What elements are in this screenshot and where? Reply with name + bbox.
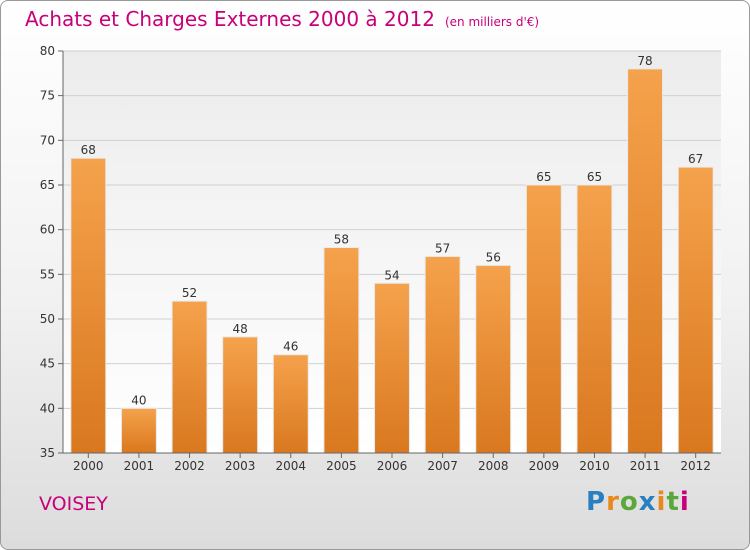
bar	[677, 166, 714, 454]
x-tick-label: 2010	[579, 459, 610, 473]
chart-title-row: Achats et Charges Externes 2000 à 2012 (e…	[25, 7, 539, 31]
bar-value-label: 58	[334, 233, 349, 247]
logo-letter: t	[666, 487, 680, 517]
bar	[171, 300, 208, 454]
bar	[222, 336, 259, 454]
y-tick-label: 55	[40, 267, 55, 281]
x-tick-label: 2002	[174, 459, 205, 473]
commune-name: VOISEY	[39, 493, 108, 515]
y-tick-label: 75	[40, 89, 55, 103]
bar-value-label: 48	[233, 322, 248, 336]
chart-subtitle: (en milliers d'€)	[444, 15, 540, 29]
x-tick-label: 2007	[427, 459, 458, 473]
y-tick-label: 70	[40, 133, 55, 147]
bar-value-label: 56	[486, 250, 501, 264]
y-tick-label: 40	[40, 401, 55, 415]
bar-value-label: 46	[283, 340, 298, 354]
bar	[323, 247, 360, 454]
bar-value-label: 40	[131, 393, 146, 407]
y-tick-label: 35	[40, 446, 55, 460]
x-tick-label: 2004	[275, 459, 306, 473]
logo-letter: P	[586, 487, 607, 517]
bar	[525, 184, 562, 454]
bars: 68 40 52 48 46 58 54 57 56 65 65 78 67	[70, 54, 714, 454]
bar-value-label: 67	[688, 152, 703, 166]
bar	[70, 157, 107, 454]
x-tick-label: 2000	[73, 459, 104, 473]
logo-letter: x	[638, 487, 657, 517]
y-axis: 35 40 45 50 55 60 65 70 75 80	[40, 44, 64, 460]
bar	[627, 68, 664, 454]
bar	[272, 354, 309, 454]
logo-letter: i	[656, 487, 667, 517]
bar-value-label: 52	[182, 286, 197, 300]
logo-letter: o	[619, 487, 639, 517]
chart-title: Achats et Charges Externes 2000 à 2012	[25, 7, 435, 31]
logo-letter: r	[606, 487, 620, 517]
y-tick-label: 65	[40, 178, 55, 192]
x-tick-label: 2005	[326, 459, 357, 473]
y-tick-label: 50	[40, 312, 55, 326]
y-tick-label: 45	[40, 357, 55, 371]
x-axis: 2000 2001 2002 2003 2004 2005 2006 2007 2008 2009…	[63, 452, 721, 473]
x-tick-label: 2001	[124, 459, 155, 473]
bar-value-label: 57	[435, 241, 450, 255]
proxiti-logo: Proxiti	[586, 487, 690, 517]
x-tick-label: 2008	[478, 459, 509, 473]
x-tick-label: 2006	[377, 459, 408, 473]
x-tick-label: 2003	[225, 459, 256, 473]
y-tick-label: 60	[40, 223, 55, 237]
bar	[475, 264, 512, 454]
bar-value-label: 65	[587, 170, 602, 184]
bar	[120, 407, 157, 454]
x-tick-label: 2009	[529, 459, 560, 473]
logo-letter: i	[679, 487, 690, 517]
bar-value-label: 54	[384, 268, 399, 282]
bar-value-label: 78	[637, 54, 652, 68]
y-tick-label: 80	[40, 44, 55, 58]
x-tick-label: 2012	[680, 459, 711, 473]
bar	[374, 282, 410, 454]
bar-value-label: 68	[81, 143, 96, 157]
bar	[576, 184, 613, 454]
x-tick-label: 2011	[630, 459, 661, 473]
bar	[424, 255, 461, 454]
bar-value-label: 65	[536, 170, 551, 184]
